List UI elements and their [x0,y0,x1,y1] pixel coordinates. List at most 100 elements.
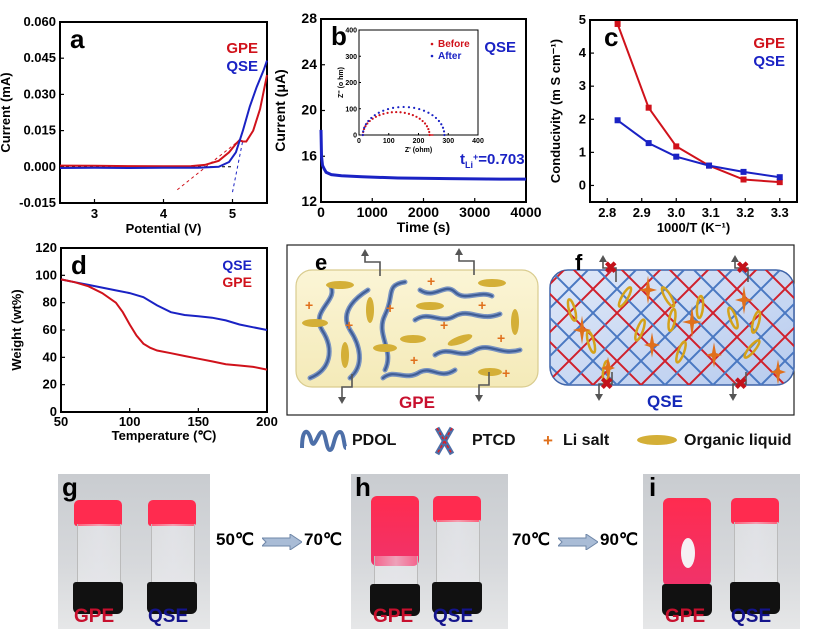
series-line-qse [59,60,268,170]
transition-2-to: 90℃ [600,530,639,549]
data-point-qse [645,140,652,147]
photo-g: g GPE QSE [58,474,210,629]
schematic-label-qse: QSE [647,392,683,411]
pdol-chain-core [381,368,457,380]
pathway-arrow [734,262,749,282]
x-tick-label: 200 [256,414,278,429]
legend-gpe: GPE [222,274,252,290]
photo-i: i GPE QSE [643,474,800,629]
inset-y-tick-label: 400 [345,28,357,35]
li-salt-star-icon: + [305,297,313,313]
organic-liquid-ellipse-icon [585,330,597,354]
inset-point-before [418,117,421,120]
annotation-tangent [176,139,240,191]
organic-liquid-ellipse-icon [660,286,676,308]
inset-point-before [407,112,411,115]
inset-point-before [415,115,418,118]
y-axis-label: Weight (wt%) [9,289,24,370]
legend-label-ptcd: PTCD [472,432,516,449]
organic-liquid-ellipse-icon [750,310,762,334]
organic-liquid-ellipse-icon [667,307,677,333]
transference-number-label: tLi+=0.703 [460,151,525,170]
inset-point-before [399,111,402,114]
inset-point-after [364,123,368,126]
inset-x-tick-label: 200 [413,138,425,145]
y-tick-label: 120 [35,240,57,255]
gpe-schematic: + + + + + + + + + [295,248,539,404]
ptcd-grid-line [707,270,794,385]
transition-2-from: 70℃ [512,530,551,549]
y-tick-label: 40 [43,349,57,364]
charts-svg: 3 4 5 -0.015 0.000 0.015 0.030 0.045 0.060 Potent… [0,10,798,443]
data-point-qse [614,117,621,124]
schematic-letter-f: f [575,250,583,275]
organic-liquid-ellipse-icon [566,298,578,322]
photo-i-label-gpe: GPE [665,606,706,627]
inset-y-tick-label: 200 [345,80,357,87]
photo-h-label-gpe: GPE [373,606,414,627]
inset-point-after [422,109,426,112]
pathway-arrow [598,372,613,394]
ptcd-grid-line [755,270,794,385]
pathway-arrow [478,372,490,395]
panel-letter: c [604,22,618,52]
series-line-qse [319,129,526,181]
inset-point-before [428,130,431,134]
inset-legend-marker [430,42,434,46]
organic-liquid-ellipse-icon [675,340,687,364]
legend-label-li-salt: Li salt [563,432,610,449]
pathway-arrow [364,256,381,276]
qse-schematic: ✖ ✖ ✖ ✖ [549,255,795,401]
inset-point-after [370,116,373,120]
y-tick-label: 24 [301,56,317,72]
data-point-qse [673,153,680,160]
photo-i-label-qse: QSE [731,606,772,627]
y-tick-label: 1 [579,144,586,159]
inset-point-before [411,114,414,117]
inset-y-tick-label: 300 [345,54,357,61]
y-tick-label: 2 [579,111,586,126]
x-tick-label: 0 [317,204,325,220]
arrow-down-icon [475,395,483,402]
blocked-x-icon: ✖ [734,376,747,393]
li-salt-star-icon [770,359,786,385]
inset-point-after [441,126,445,129]
x-axis-label: Potential (V) [126,221,202,236]
organic-liquid-ellipse-icon [695,294,705,320]
li-salt-star-icon: + [497,330,505,346]
y-tick-label: 0 [579,177,586,192]
organic-liquid-ellipse-icon [400,335,426,343]
legend-gpe: GPE [753,35,785,52]
legend-label-pdol: PDOL [352,432,397,449]
organic-liquid-ellipse-icon [326,281,354,289]
y-axis-label: Conducivity (m S cm⁻¹) [548,39,563,183]
inset-point-after [427,111,430,114]
inset-point-before [423,122,427,125]
li-salt-star-icon: + [427,273,435,289]
chart-a: 3 4 5 -0.015 0.000 0.015 0.030 0.045 0.060 Potent… [0,14,268,236]
pdol-chain-core [381,280,407,372]
inset-point-after [418,107,421,111]
x-tick-label: 3.3 [771,205,789,220]
y-tick-label: 4 [579,45,587,60]
inset-point-after [382,109,385,112]
inset-nyquist-plot: 0 100 200 300 400 0 100 200 300 400 Z' (ohm) Z'' (o… [338,28,484,155]
schematic-legend: PDOL PTCD + Li salt Organic liquid [300,426,792,456]
blocked-x-icon: ✖ [604,260,617,277]
organic-liquid-ellipse-icon [341,342,349,368]
chart-d: 50 100 150 200 0 20 40 60 80 100 120 Temperature (℃… [9,240,278,443]
x-tick-label: 3 [91,206,98,221]
arrow-up-icon [731,255,739,262]
data-point-qse [706,162,713,169]
li-salt-star-icon: + [478,297,486,313]
schematic-svg: + + + + + + + + + ✖ ✖ ✖ ✖ e f GPE QSE PDOL PTCD + L… [286,244,795,456]
li-salt-star-icon: + [345,317,353,333]
legend-gpe: GPE [226,40,258,57]
data-point-gpe [673,143,680,150]
inset-point-after [397,106,400,109]
inset-point-after [442,130,446,133]
schematic-letter-e: e [315,250,327,275]
pathway-arrow [732,372,747,394]
legend-label-organic-liquid: Organic liquid [684,432,792,449]
inset-point-after [407,106,411,109]
